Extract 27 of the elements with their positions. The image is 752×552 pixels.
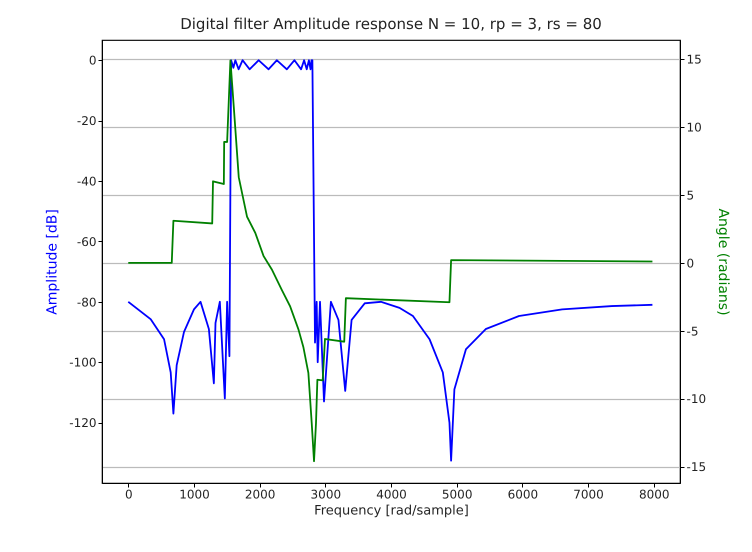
y2-tick-label: -5 (686, 324, 698, 338)
x-axis-title: Frequency [rad/sample] (314, 504, 469, 518)
y2-tick-label: 5 (686, 188, 694, 202)
x-tick-label: 5000 (442, 488, 472, 502)
x-tick-label: 3000 (310, 488, 342, 502)
y-tick-label: -80 (76, 295, 96, 310)
x-tick-label: 0 (124, 488, 133, 502)
y-tick-label: -60 (76, 234, 96, 249)
x-tick-label: 1000 (179, 488, 210, 502)
x-tick-label: 7000 (573, 488, 604, 502)
chart-title: Digital filter Amplitude response N = 10, rp = 3, rs = 80 (180, 15, 602, 33)
y2-tick-label: -10 (686, 392, 706, 406)
y2-axis-title: Angle (radians) (715, 208, 732, 316)
x-tick-label: 2000 (244, 488, 276, 502)
y-tick-label: -100 (69, 356, 96, 370)
x-tick-label: 8000 (638, 488, 670, 502)
y-tick-label: -120 (69, 416, 96, 430)
y2-tick-label: 10 (686, 120, 702, 134)
y-tick-label: 0 (88, 54, 96, 68)
y2-tick-label: -15 (686, 460, 706, 474)
y-tick-label: -40 (76, 174, 96, 189)
x-tick-label: 4000 (376, 488, 407, 502)
x-tick-label: 6000 (508, 488, 538, 502)
y-tick-label: -20 (76, 114, 96, 128)
y2-tick-label: 15 (686, 52, 702, 67)
y-axis-title: Amplitude [dB] (44, 209, 60, 315)
y2-tick-label: 0 (686, 256, 694, 270)
